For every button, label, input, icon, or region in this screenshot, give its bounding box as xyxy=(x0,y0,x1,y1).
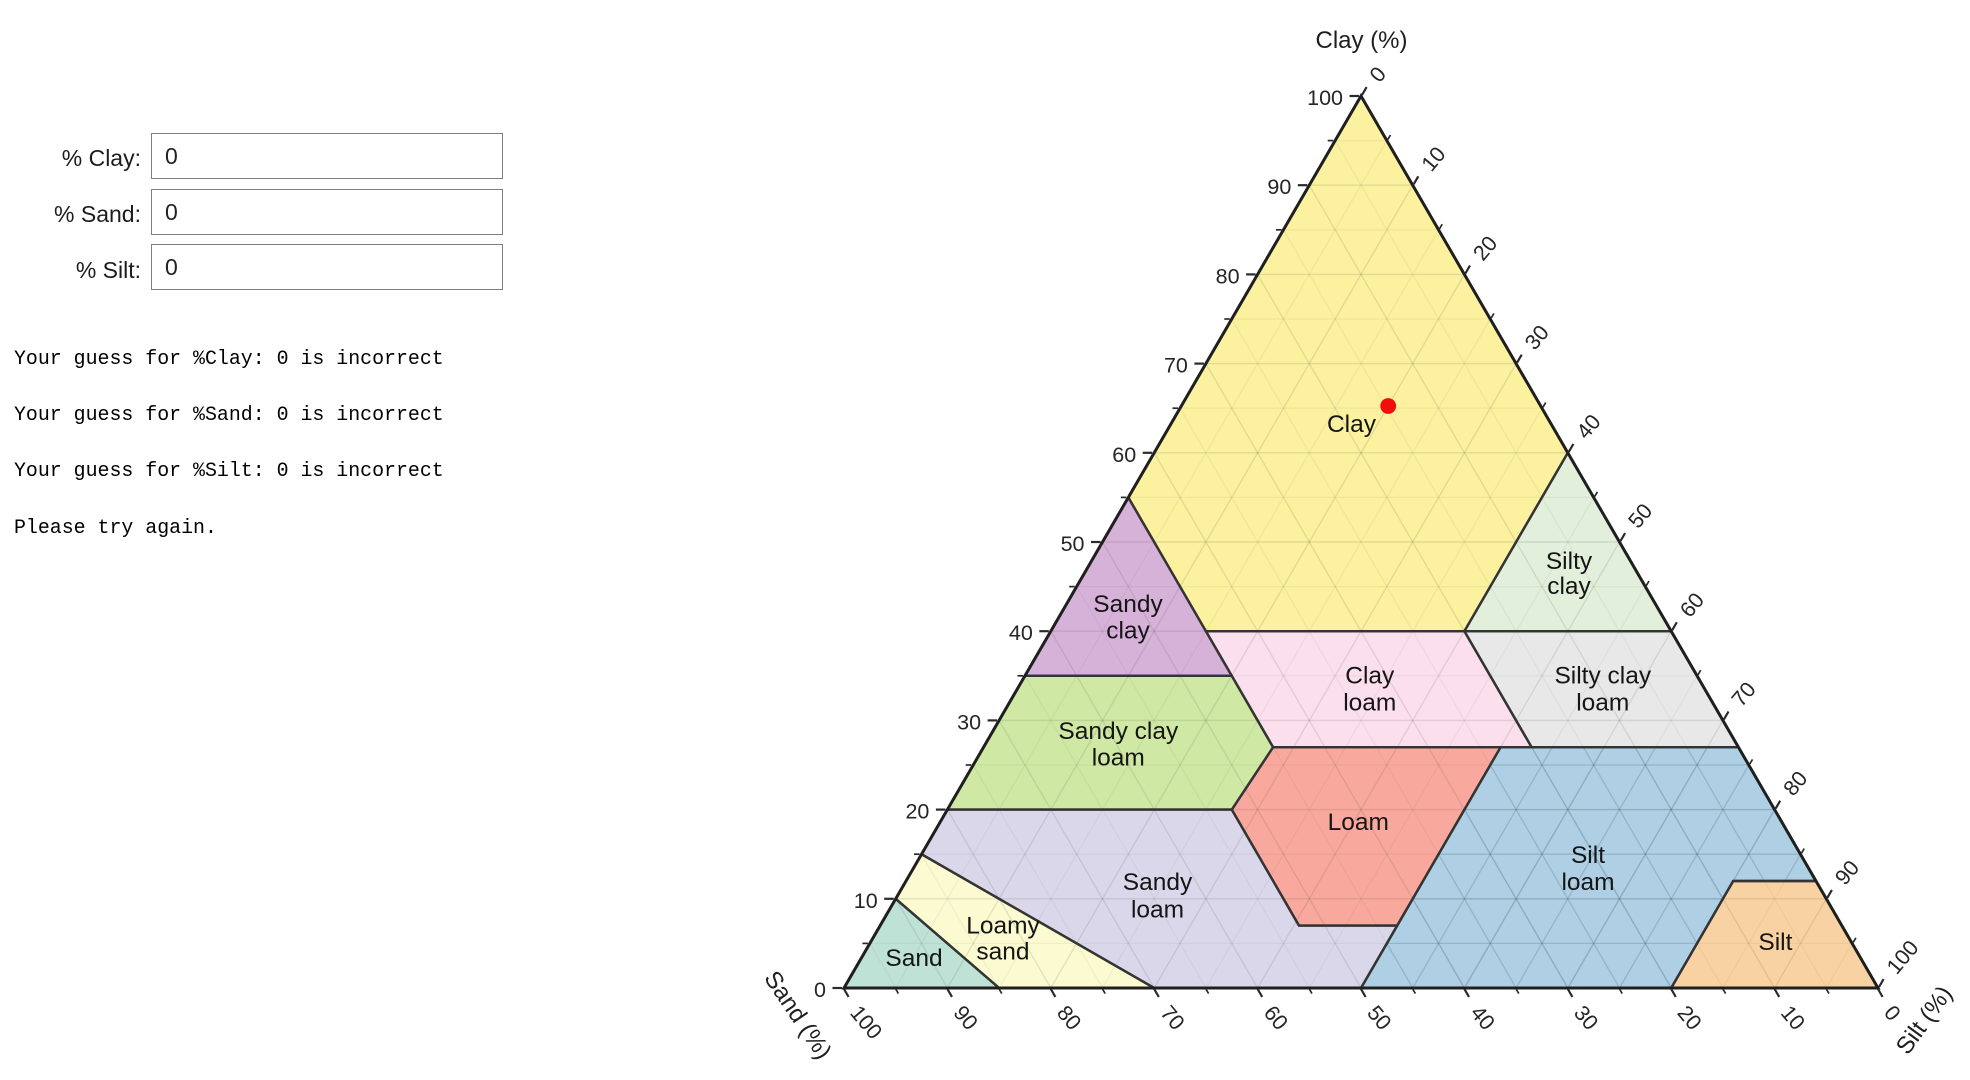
svg-text:Clay (%): Clay (%) xyxy=(1315,27,1407,54)
svg-text:loam: loam xyxy=(1131,897,1184,924)
svg-text:40: 40 xyxy=(1466,1001,1500,1035)
svg-text:Loam: Loam xyxy=(1328,809,1389,836)
svg-text:Clay: Clay xyxy=(1327,411,1377,438)
svg-text:70: 70 xyxy=(1727,677,1761,711)
svg-text:Loamy: Loamy xyxy=(966,913,1040,940)
svg-text:30: 30 xyxy=(1520,321,1554,355)
svg-text:100: 100 xyxy=(1307,86,1343,110)
svg-text:30: 30 xyxy=(957,710,981,734)
svg-text:90: 90 xyxy=(1267,175,1291,199)
svg-text:60: 60 xyxy=(1259,1001,1293,1035)
svg-text:20: 20 xyxy=(905,800,929,824)
svg-text:Sand: Sand xyxy=(885,945,942,972)
svg-text:80: 80 xyxy=(1779,767,1813,801)
svg-text:clay: clay xyxy=(1547,573,1591,600)
svg-text:20: 20 xyxy=(1468,231,1502,265)
svg-text:60: 60 xyxy=(1675,588,1709,622)
svg-text:10: 10 xyxy=(1776,1001,1810,1035)
svg-text:80: 80 xyxy=(1052,1001,1086,1035)
svg-text:70: 70 xyxy=(1164,354,1188,378)
svg-text:30: 30 xyxy=(1569,1001,1603,1035)
svg-text:0: 0 xyxy=(1879,1001,1905,1026)
svg-text:50: 50 xyxy=(1061,532,1085,556)
svg-text:10: 10 xyxy=(854,889,878,913)
svg-text:loam: loam xyxy=(1343,689,1396,716)
svg-text:50: 50 xyxy=(1362,1001,1396,1035)
svg-text:90: 90 xyxy=(1830,856,1864,890)
svg-text:loam: loam xyxy=(1561,869,1614,896)
svg-text:Silty: Silty xyxy=(1546,548,1593,575)
svg-text:100: 100 xyxy=(1882,936,1923,979)
svg-text:70: 70 xyxy=(1155,1001,1189,1035)
svg-text:10: 10 xyxy=(1417,142,1451,176)
svg-text:100: 100 xyxy=(845,1001,886,1044)
svg-text:Sandy: Sandy xyxy=(1123,869,1193,896)
svg-text:loam: loam xyxy=(1092,745,1145,772)
svg-text:Silt (%): Silt (%) xyxy=(1891,981,1958,1059)
svg-text:60: 60 xyxy=(1112,443,1136,467)
svg-text:0: 0 xyxy=(814,978,826,1002)
svg-text:sand: sand xyxy=(976,939,1029,966)
svg-text:40: 40 xyxy=(1009,621,1033,645)
svg-text:Silt: Silt xyxy=(1571,842,1605,869)
svg-text:Sandy clay: Sandy clay xyxy=(1058,718,1179,745)
svg-text:50: 50 xyxy=(1624,499,1658,533)
svg-text:20: 20 xyxy=(1672,1001,1706,1035)
svg-text:80: 80 xyxy=(1216,264,1240,288)
svg-text:Silty clay: Silty clay xyxy=(1554,663,1651,690)
svg-text:clay: clay xyxy=(1106,618,1150,645)
svg-text:40: 40 xyxy=(1572,410,1606,444)
svg-text:loam: loam xyxy=(1576,689,1629,716)
svg-text:Silt: Silt xyxy=(1758,929,1792,956)
svg-text:0: 0 xyxy=(1365,62,1391,87)
svg-text:Sandy: Sandy xyxy=(1093,591,1163,618)
svg-text:90: 90 xyxy=(949,1001,983,1035)
svg-text:Clay: Clay xyxy=(1345,663,1395,690)
